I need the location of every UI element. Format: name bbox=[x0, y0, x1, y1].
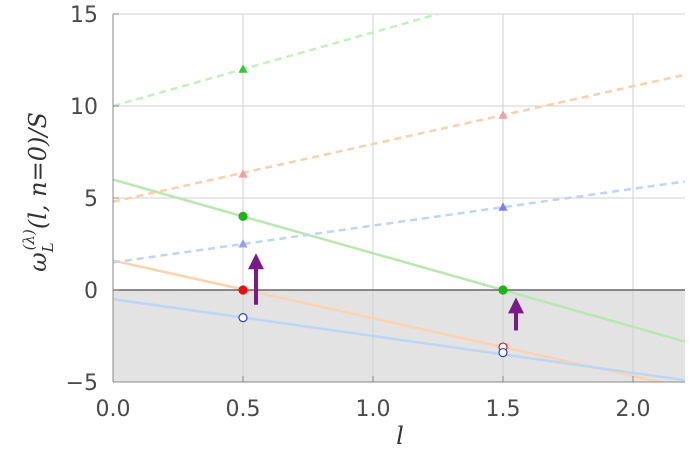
y-axis-title-superscript: (λ) bbox=[20, 229, 38, 250]
y-tick-label: 0 bbox=[84, 279, 98, 304]
circle-marker-11 bbox=[498, 347, 508, 358]
series-clip-group bbox=[113, 14, 685, 382]
x-tick-label: 1.5 bbox=[486, 397, 521, 422]
series-line-4 bbox=[113, 14, 439, 108]
y-tick-label: 5 bbox=[84, 187, 98, 212]
series-line-5 bbox=[113, 73, 685, 203]
x-tick-label: 0.5 bbox=[226, 397, 261, 422]
y-tick-label: 10 bbox=[70, 95, 98, 120]
series-line-1 bbox=[113, 178, 685, 343]
chart-axes-layer: 0.0 0.5 1.0 1.5 2.0 −5 0 5 10 15 bbox=[66, 3, 685, 422]
circle-marker-8 bbox=[238, 313, 248, 323]
y-axis-title-main: ω bbox=[24, 252, 52, 272]
y-axis-title: ωL(λ)(l, n=0)/S bbox=[20, 112, 57, 272]
arrow-head-2 bbox=[508, 297, 524, 314]
x-tick-label: 2.0 bbox=[616, 397, 651, 422]
chart-marker-layer bbox=[238, 64, 524, 358]
triangle-marker-2 bbox=[238, 169, 248, 178]
x-tick-label: 0.0 bbox=[96, 397, 131, 422]
triangle-marker-3 bbox=[238, 239, 248, 248]
y-axis-title-subscript: L bbox=[39, 242, 57, 253]
triangle-marker-5 bbox=[498, 202, 508, 211]
series-line-3 bbox=[113, 297, 685, 382]
y-axis-title-tail: (l, n=0)/S bbox=[24, 112, 52, 229]
triangle-marker-1 bbox=[238, 64, 248, 73]
circle-marker-6 bbox=[238, 211, 248, 221]
triangle-marker-4 bbox=[498, 110, 508, 119]
circle-marker-7 bbox=[238, 285, 248, 295]
x-axis-title: l bbox=[396, 422, 404, 450]
circle-marker-9 bbox=[498, 285, 508, 295]
series-line-6 bbox=[113, 180, 685, 264]
y-tick-label: −5 bbox=[66, 371, 98, 396]
y-tick-label: 15 bbox=[70, 3, 98, 28]
chart-series-layer bbox=[113, 14, 685, 382]
arrow-head-1 bbox=[248, 253, 264, 270]
x-tick-label: 1.0 bbox=[356, 397, 391, 422]
